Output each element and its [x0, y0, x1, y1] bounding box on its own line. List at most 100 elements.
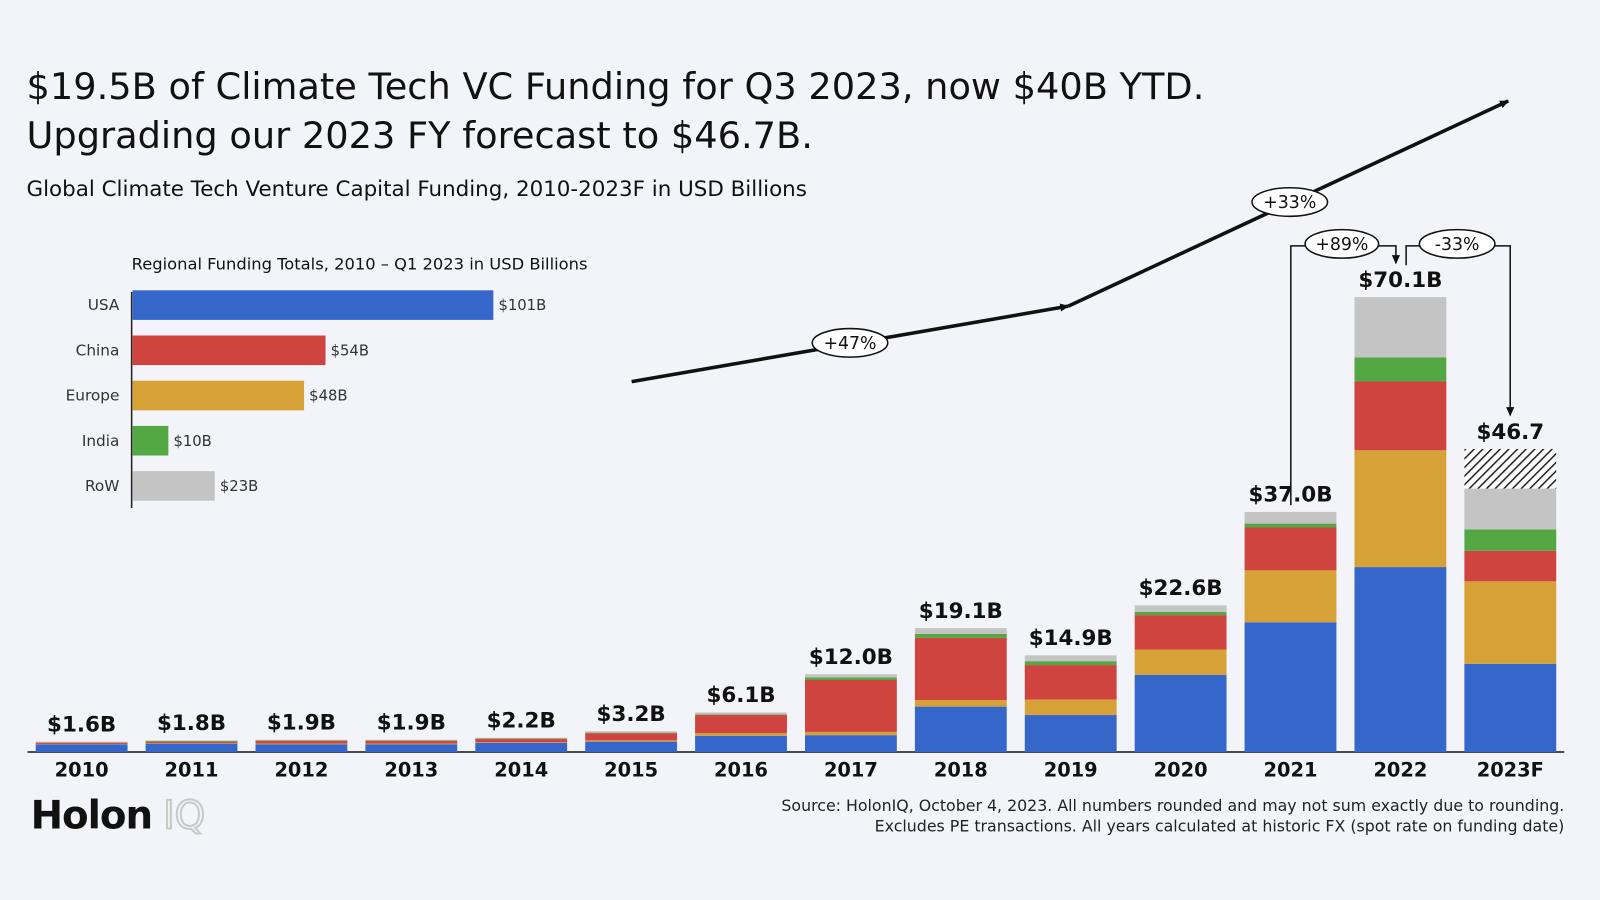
x-tick-label: 2010	[55, 759, 109, 782]
total-label: $12.0B	[809, 645, 893, 670]
bar-segment	[1024, 665, 1117, 700]
x-tick-label: 2019	[1044, 759, 1098, 782]
bar-segment	[35, 742, 128, 744]
source: Source: HolonIQ, October 4, 2023. All nu…	[781, 796, 1564, 815]
bar-segment	[35, 744, 128, 753]
bar	[132, 471, 215, 501]
logo: Holon	[31, 794, 153, 839]
x-tick-label: 2016	[714, 759, 768, 782]
bar-segment	[914, 700, 1007, 707]
total-label: $19.1B	[919, 599, 1003, 624]
total-label: $70.1B	[1358, 268, 1442, 293]
bar-segment	[1244, 570, 1337, 623]
bar-segment	[1024, 715, 1117, 753]
bar-segment	[145, 741, 238, 742]
bar-segment	[35, 741, 128, 743]
bar-segment	[365, 739, 458, 741]
total-label: $46.7	[1476, 420, 1544, 445]
bar-segment	[255, 740, 348, 742]
bar-segment	[1134, 649, 1227, 675]
bar-segment	[1354, 357, 1447, 382]
bar-segment	[805, 674, 897, 678]
bar-segment	[1464, 448, 1557, 489]
bar-segment	[1354, 450, 1447, 568]
bar-segment	[365, 740, 458, 742]
x-tick-label: 2018	[934, 759, 988, 782]
value-label: $54B	[331, 342, 369, 359]
annotation-bubble	[1251, 186, 1329, 218]
value-label: $101B	[498, 297, 546, 314]
bar-segment	[1464, 663, 1557, 753]
source: Excludes PE transactions. All years calc…	[875, 817, 1565, 836]
value-label: $10B	[173, 433, 211, 450]
y-tick-label: Europe	[66, 387, 120, 405]
bar-segment	[914, 706, 1007, 753]
bar-segment	[695, 735, 787, 753]
bar-segment	[1464, 550, 1557, 582]
chart-title: $19.5B of Climate Tech VC Funding for Q3…	[27, 65, 1205, 108]
y-tick-label: India	[82, 432, 120, 450]
bar-segment	[1134, 615, 1227, 650]
bar	[132, 380, 305, 411]
bar-segment	[475, 742, 568, 753]
bracket	[1377, 245, 1400, 265]
annotation: +89%	[1315, 235, 1368, 255]
bar	[132, 290, 494, 320]
y-tick-label: China	[76, 341, 120, 359]
bar-segment	[1464, 488, 1557, 530]
bar-segment	[145, 740, 238, 742]
bar-segment	[1134, 605, 1227, 612]
x-tick-label: 2017	[824, 759, 878, 782]
bar-segment	[145, 741, 238, 743]
x-tick-label: 2012	[274, 759, 328, 782]
bar-segment	[145, 742, 238, 744]
bar-segment	[1354, 297, 1447, 358]
bar-segment	[1024, 655, 1117, 662]
annotation: +47%	[823, 334, 876, 354]
total-label: $1.6B	[47, 712, 116, 737]
x-tick-label: 2013	[384, 759, 438, 782]
bar-segment	[695, 733, 787, 736]
bar-segment	[1134, 611, 1227, 616]
x-tick-label: 2015	[604, 759, 658, 782]
y-tick-label: RoW	[85, 477, 119, 495]
bar-segment	[1244, 523, 1337, 528]
bar-segment	[255, 743, 348, 745]
chart-title: Upgrading our 2023 FY forecast to $46.7B…	[27, 114, 813, 157]
bar-segment	[475, 737, 568, 739]
bar-segment	[475, 738, 568, 740]
bar-segment	[805, 677, 897, 681]
bar-segment	[1244, 622, 1337, 753]
bar	[132, 335, 326, 366]
bar-segment	[255, 741, 348, 744]
total-label: $22.6B	[1139, 576, 1223, 601]
bar-segment	[1464, 529, 1557, 551]
total-label: $1.8B	[157, 711, 226, 736]
bar-segment	[1354, 567, 1447, 753]
bar-segment	[914, 637, 1007, 701]
bar-segment	[1134, 674, 1227, 753]
annotation-bubble	[1304, 228, 1380, 259]
bar-segment	[475, 742, 568, 743]
bar-segment	[805, 735, 897, 753]
x-tick-label: 2014	[494, 759, 548, 782]
bracket	[1405, 245, 1421, 266]
bar	[132, 425, 169, 456]
bar-segment	[145, 743, 238, 753]
bar-segment	[365, 743, 458, 745]
y-tick-label: USA	[88, 296, 120, 314]
bar-segment	[695, 712, 787, 715]
total-label: $2.2B	[487, 709, 556, 734]
total-label: $14.9B	[1029, 626, 1113, 651]
bar-segment	[805, 680, 897, 732]
bar-segment	[585, 733, 678, 741]
bar-segment	[914, 633, 1007, 638]
total-label: $6.1B	[706, 683, 775, 708]
bar-segment	[365, 744, 458, 753]
bar-segment	[585, 732, 678, 734]
total-label: $37.0B	[1248, 483, 1332, 508]
logo: IQ	[163, 794, 205, 839]
annotation-bubble	[1418, 228, 1496, 259]
bar-segment	[255, 744, 348, 753]
